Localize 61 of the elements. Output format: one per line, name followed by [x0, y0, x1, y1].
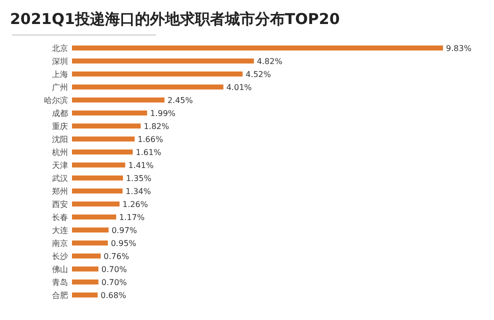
data-label: 0.95%: [110, 239, 137, 248]
y-tick-label: 西安: [52, 200, 68, 209]
data-label: 0.70%: [101, 278, 128, 287]
bar: [72, 188, 123, 194]
bar: [72, 280, 98, 284]
y-tick-label: 郑州: [52, 187, 68, 196]
y-tick-label: 成都: [52, 109, 68, 118]
data-label: 0.76%: [104, 252, 130, 261]
bar: [72, 150, 133, 154]
data-label: 4.82%: [256, 57, 283, 66]
y-tick-label: 杭州: [51, 148, 68, 157]
y-tick-label: 北京: [52, 44, 68, 53]
data-label: 1.61%: [136, 148, 162, 157]
y-tick-label: 佛山: [52, 265, 68, 274]
bar: [72, 214, 116, 220]
bar: [72, 228, 109, 232]
bar: [72, 84, 224, 90]
y-tick-label: 大连: [52, 226, 68, 235]
y-tick-label: 深圳: [52, 57, 68, 66]
bar: [72, 136, 135, 142]
data-label: 1.34%: [126, 187, 152, 196]
bar: [72, 124, 141, 128]
y-tick-label: 广州: [52, 83, 68, 92]
y-tick-label: 合肥: [52, 291, 68, 300]
data-label: 2.45%: [167, 96, 194, 105]
bar: [72, 240, 108, 246]
data-label: 9.83%: [446, 44, 472, 53]
y-tick-label: 天津: [52, 161, 68, 170]
y-tick-label: 南京: [52, 239, 68, 248]
y-tick-label: 长沙: [52, 252, 68, 261]
data-label: 1.82%: [144, 122, 170, 131]
y-tick-label: 青岛: [52, 278, 68, 287]
bar: [72, 176, 123, 180]
data-label: 1.41%: [128, 161, 154, 170]
bar: [72, 72, 243, 76]
bar: [72, 162, 126, 168]
data-label: 4.01%: [226, 83, 252, 92]
data-label: 1.17%: [119, 213, 145, 222]
data-label: 0.97%: [112, 226, 138, 235]
data-label: 1.26%: [122, 200, 148, 209]
bar: [72, 98, 164, 102]
bar: [72, 202, 120, 206]
y-tick-label: 武汉: [52, 174, 68, 183]
data-label: 0.70%: [101, 265, 128, 274]
data-label: 1.35%: [126, 174, 152, 183]
bar: [72, 266, 98, 272]
data-label: 0.68%: [100, 291, 126, 300]
data-label: 4.52%: [246, 70, 272, 79]
bar: [72, 254, 101, 258]
chart-title: 2021Q1投递海口的外地求职者城市分布TOP20: [10, 10, 340, 28]
y-tick-label: 上海: [52, 70, 68, 79]
data-label: 1.66%: [138, 135, 164, 144]
y-tick-label: 哈尔滨: [44, 96, 68, 105]
bar: [72, 58, 254, 64]
y-tick-label: 长春: [52, 213, 68, 222]
y-tick-label: 沈阳: [52, 135, 68, 144]
data-label: 1.99%: [150, 109, 176, 118]
bar: [72, 292, 98, 298]
bar: [72, 46, 443, 50]
bar: [72, 110, 148, 116]
y-tick-label: 重庆: [52, 122, 68, 131]
